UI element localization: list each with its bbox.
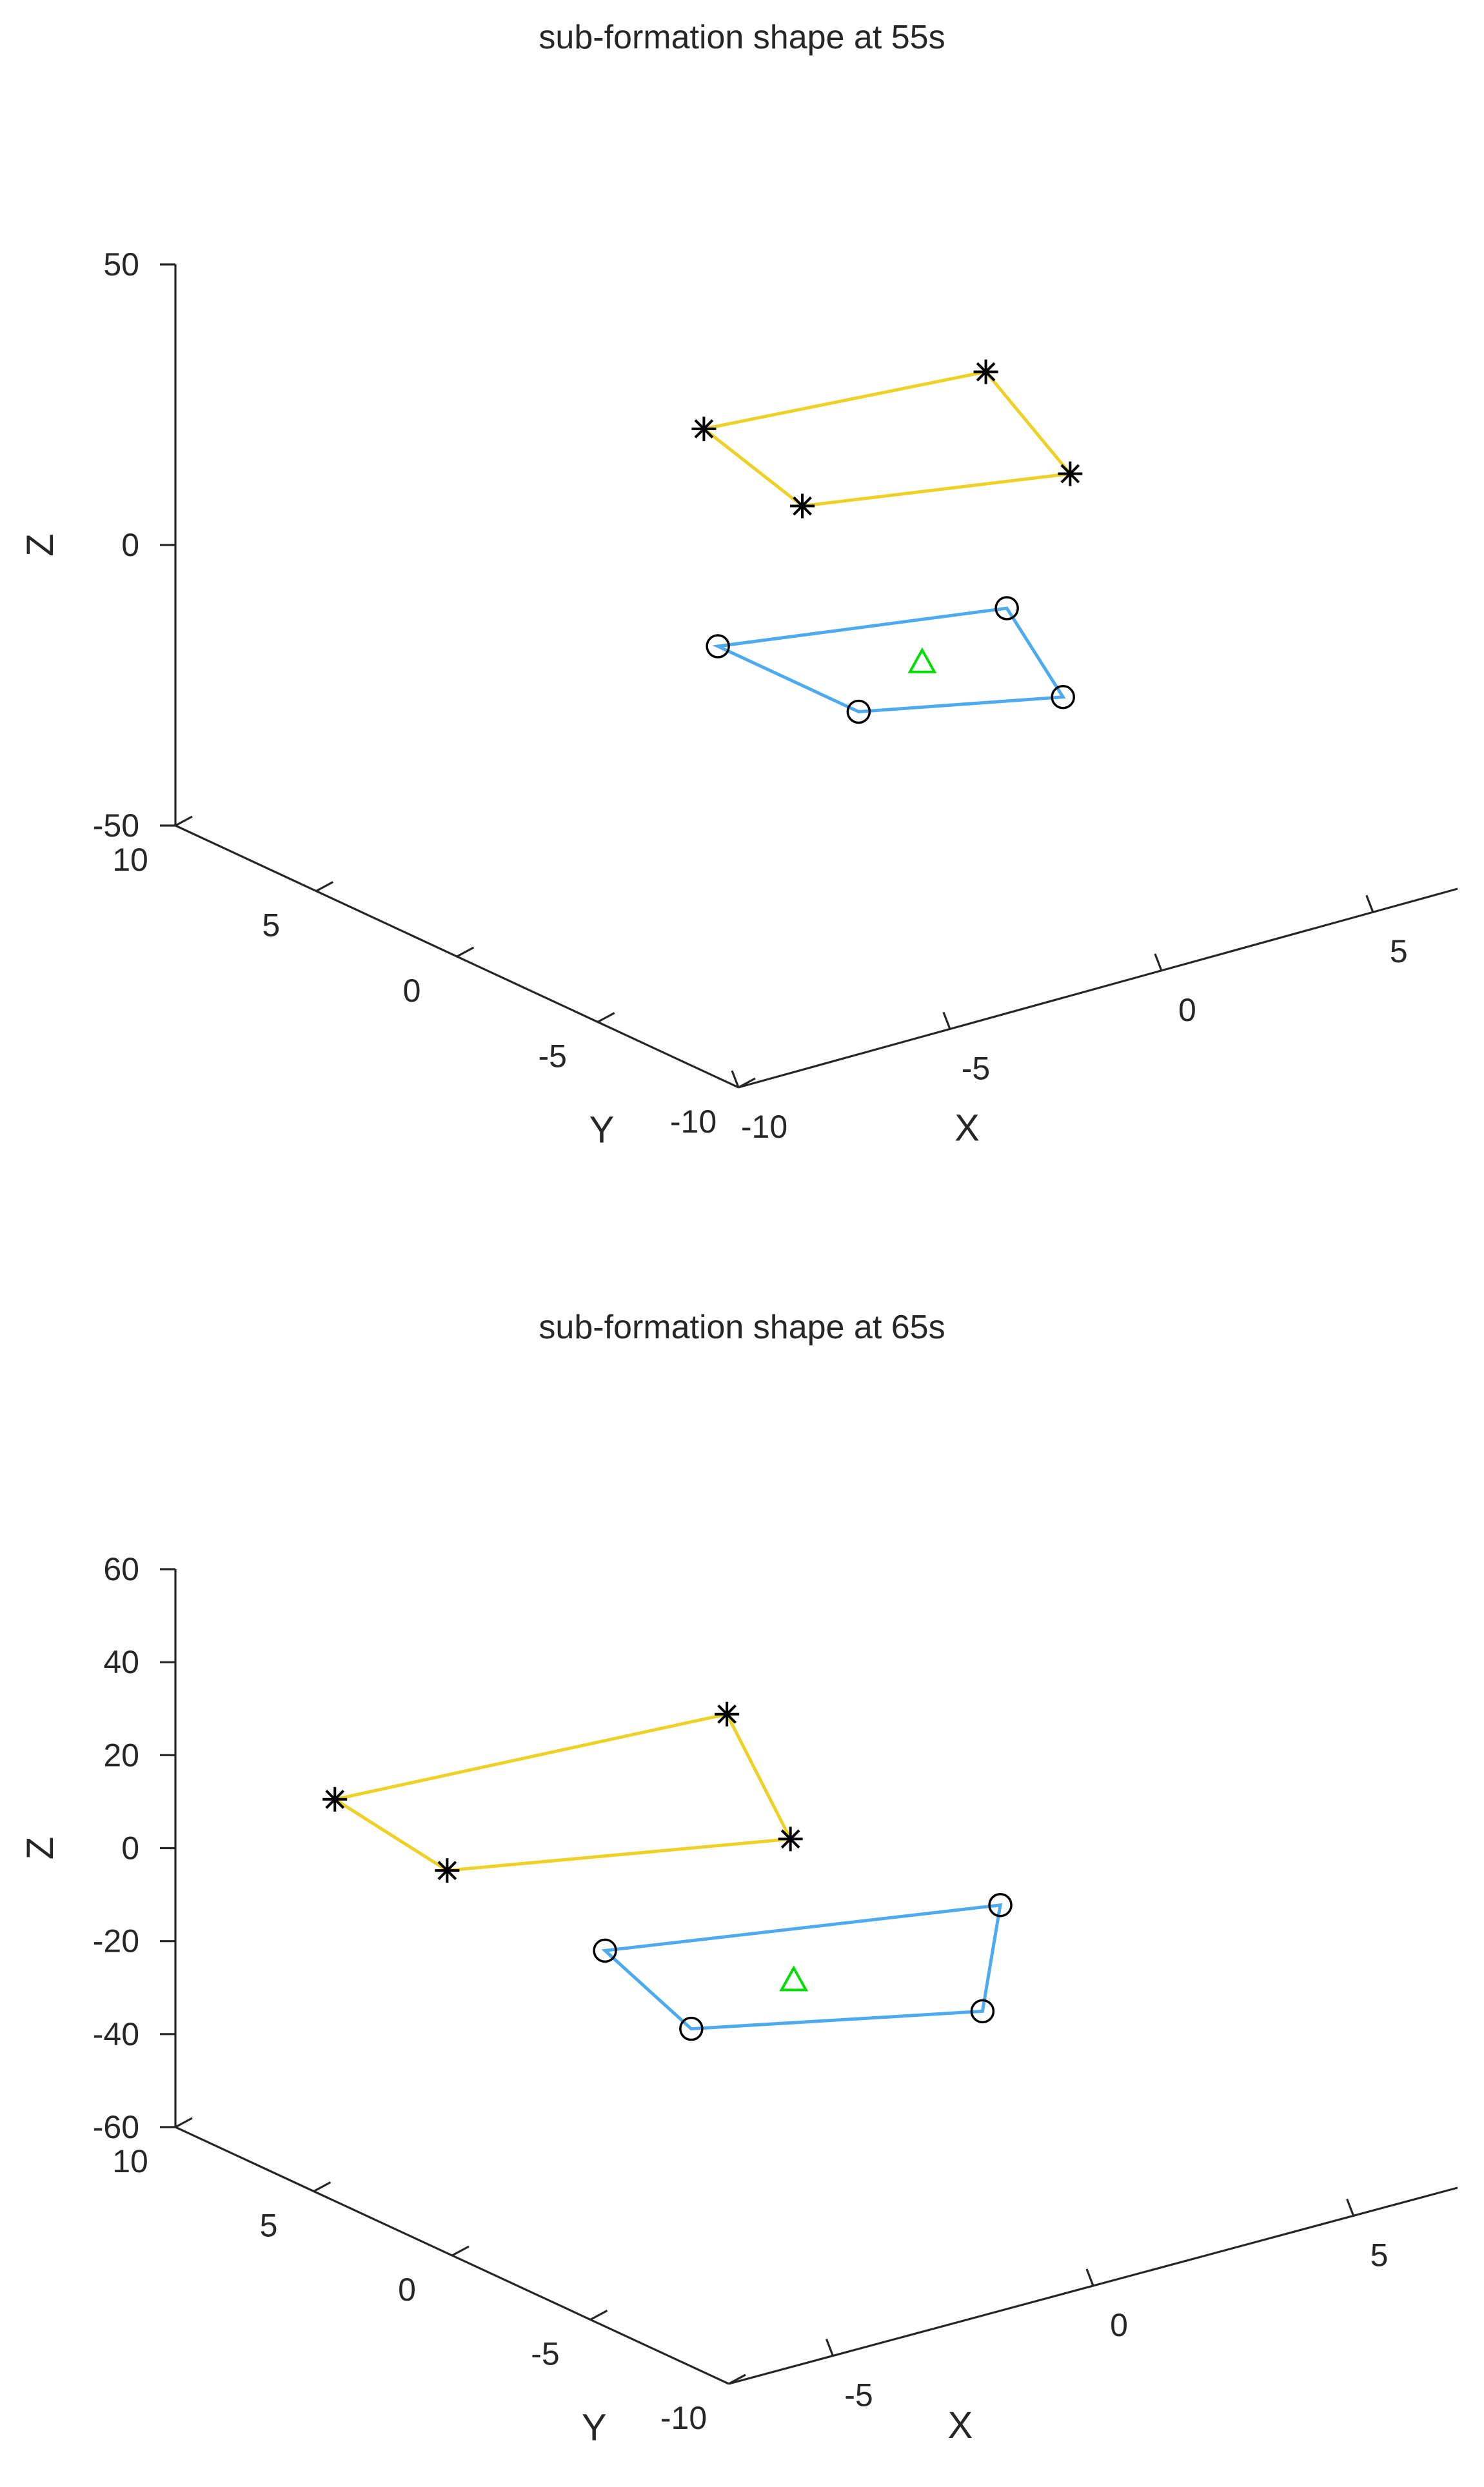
- x-tick: [1346, 2198, 1355, 2217]
- circle-marker: [846, 699, 871, 724]
- z-tick-label: 20: [103, 1737, 139, 1773]
- y-axis-label: Y: [589, 1109, 615, 1151]
- circle-marker: [988, 1893, 1013, 1917]
- z-tick-label: 50: [103, 246, 139, 282]
- asterisk-marker: [715, 1701, 740, 1727]
- y-axis-label: Y: [582, 2406, 607, 2448]
- x-axis-label: X: [948, 2404, 973, 2446]
- asterisk-marker: [435, 1858, 460, 1883]
- leader-triangle-marker: [779, 1965, 809, 1992]
- z-tick-label: -50: [93, 808, 139, 844]
- z-tick-label: 0: [121, 1830, 139, 1867]
- asterisk-marker: [691, 416, 717, 441]
- x-tick: [825, 2338, 834, 2357]
- chart-panel-65s: sub-formation shape at 65s -5 0 5 X -10 -5 0 5 1…: [0, 1244, 1484, 2487]
- x-tick-label: -10: [741, 1109, 787, 1145]
- y-tick: [597, 1012, 615, 1023]
- x-axis-line: [738, 887, 1458, 1089]
- asterisk-marker: [1058, 461, 1083, 486]
- circle-marker: [970, 1999, 995, 2024]
- formation-edge: [601, 1903, 1003, 2031]
- x-tick-label: -5: [844, 2377, 873, 2413]
- y-tick-label: 5: [262, 907, 280, 944]
- x-tick-label: 0: [1178, 992, 1196, 1028]
- y-tick-label: 0: [398, 2272, 416, 2308]
- chart-title: sub-formation shape at 65s: [539, 1309, 945, 1346]
- x-tick: [942, 1011, 951, 1029]
- y-tick: [175, 815, 193, 827]
- formation-edge: [712, 606, 1066, 714]
- y-tick: [738, 1077, 756, 1089]
- y-tick: [456, 946, 475, 958]
- y-tick: [175, 2117, 193, 2128]
- asterisk-marker: [790, 493, 815, 519]
- y-tick: [451, 2245, 470, 2257]
- circle-marker: [706, 634, 730, 659]
- leader-triangle-marker: [907, 647, 937, 673]
- x-tick-label: 5: [1390, 933, 1408, 969]
- x-tick-label: -5: [962, 1050, 990, 1086]
- y-tick-label: -10: [670, 1104, 717, 1140]
- x-tick: [1365, 895, 1374, 913]
- x-axis-label: X: [955, 1107, 980, 1149]
- y-tick: [313, 2181, 331, 2192]
- y-tick: [589, 2310, 608, 2321]
- z-tick-label: 40: [103, 1644, 139, 1680]
- z-tick-label: -60: [93, 2109, 139, 2145]
- x-tick-label: 0: [1110, 2307, 1128, 2343]
- x-tick: [1085, 2268, 1094, 2286]
- y-tick-label: -5: [539, 1038, 567, 1075]
- y-tick-label: 10: [112, 2143, 148, 2179]
- x-tick-label: 5: [1370, 2237, 1389, 2273]
- y-tick-label: -10: [660, 2400, 707, 2436]
- z-tick-label: -20: [93, 1923, 139, 1959]
- plot-3d-65s: -5 0 5 X -10 -5 0 5 10 Y -60 -40 -20 0 20 40 60 Z: [19, 1551, 1458, 2448]
- asterisk-marker: [778, 1827, 803, 1852]
- circle-marker: [679, 2016, 704, 2041]
- z-axis-label: Z: [19, 1837, 61, 1859]
- y-tick-label: -5: [531, 2336, 559, 2372]
- circle-marker: [593, 1938, 617, 1963]
- y-tick: [315, 881, 334, 892]
- y-tick-label: 5: [260, 2208, 278, 2244]
- z-tick-label: -40: [93, 2016, 139, 2052]
- circle-marker: [994, 596, 1019, 620]
- x-tick: [731, 1070, 740, 1088]
- x-tick: [1154, 953, 1163, 971]
- y-tick: [728, 2373, 746, 2385]
- asterisk-marker: [973, 359, 998, 384]
- asterisk-marker: [322, 1787, 348, 1812]
- formation-edge: [330, 1712, 793, 1872]
- chart-panel-55s: sub-formation shape at 55s -10 -5 0 5 X -10 -5…: [19, 19, 1458, 1151]
- formation-edge: [700, 370, 1074, 508]
- y-tick-label: 0: [403, 973, 421, 1009]
- z-tick-label: 60: [103, 1551, 139, 1587]
- chart-title: sub-formation shape at 55s: [539, 19, 945, 56]
- z-tick-label: 0: [121, 527, 139, 563]
- y-tick-label: 10: [112, 842, 148, 878]
- z-axis-label: Z: [19, 533, 61, 556]
- circle-marker: [1051, 684, 1075, 709]
